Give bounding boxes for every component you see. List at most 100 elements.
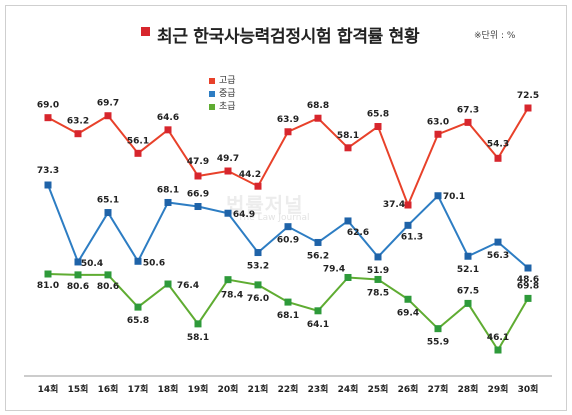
legend-item-basic: 초급 [209, 101, 236, 113]
data-label-basic: 69.4 [397, 308, 419, 318]
data-label-intermediate: 62.6 [347, 228, 369, 238]
data-point-advanced [284, 128, 292, 136]
data-point-advanced [434, 130, 442, 138]
data-label-basic: 79.4 [323, 264, 345, 274]
data-point-basic [314, 307, 322, 315]
x-tick-label: 21회 [248, 383, 269, 395]
data-label-advanced: 63.9 [277, 115, 299, 125]
data-label-basic: 78.4 [221, 291, 243, 301]
data-label-basic: 76.4 [177, 281, 199, 291]
data-point-advanced [374, 123, 382, 131]
data-point-advanced [104, 112, 112, 120]
data-label-intermediate: 64.9 [233, 210, 255, 220]
data-point-intermediate [224, 209, 232, 217]
data-label-advanced: 63.0 [427, 117, 449, 127]
x-tick-label: 24회 [338, 383, 359, 395]
data-label-intermediate: 70.1 [443, 192, 465, 202]
data-point-intermediate [134, 257, 142, 265]
x-tick-label: 23회 [308, 383, 329, 395]
legend-item-intermediate: 중급 [209, 88, 236, 100]
x-tick-label: 18회 [158, 383, 179, 395]
data-label-advanced: 68.8 [307, 101, 329, 111]
data-label-advanced: 58.1 [337, 131, 359, 141]
data-point-basic [104, 271, 112, 279]
x-tick-label: 26회 [398, 383, 419, 395]
data-point-advanced [314, 114, 322, 122]
data-point-basic [344, 273, 352, 281]
data-label-basic: 67.5 [457, 286, 479, 296]
data-label-advanced: 44.2 [239, 170, 261, 180]
data-point-advanced [194, 172, 202, 180]
data-point-intermediate [254, 249, 262, 257]
data-point-advanced [254, 182, 262, 190]
data-label-basic: 55.9 [427, 338, 449, 348]
data-label-basic: 58.1 [187, 333, 209, 343]
data-label-basic: 80.6 [97, 282, 119, 292]
x-tick-label: 22회 [278, 383, 299, 395]
data-point-intermediate [434, 192, 442, 200]
data-label-advanced: 64.6 [157, 113, 179, 123]
data-point-basic [254, 281, 262, 289]
data-point-advanced [44, 114, 52, 122]
data-label-advanced: 67.3 [457, 105, 479, 115]
data-label-basic: 76.0 [247, 294, 269, 304]
data-point-intermediate [74, 258, 82, 266]
data-label-intermediate: 53.2 [247, 262, 269, 272]
data-label-advanced: 69.7 [97, 99, 119, 109]
data-label-intermediate: 51.9 [367, 266, 389, 276]
watermark-subtitle: The Law Journal [238, 213, 310, 223]
x-tick-label: 15회 [68, 383, 89, 395]
data-point-advanced [494, 154, 502, 162]
data-point-basic [284, 298, 292, 306]
data-point-basic [524, 294, 532, 302]
data-label-advanced: 37.4 [383, 200, 405, 210]
data-point-intermediate [464, 252, 472, 260]
data-label-basic: 65.8 [127, 316, 149, 326]
legend-item-advanced: 고급 [209, 75, 236, 87]
data-point-advanced [404, 201, 412, 209]
data-label-advanced: 56.1 [127, 136, 149, 146]
x-tick-label: 28회 [458, 383, 479, 395]
data-label-intermediate: 52.1 [457, 265, 479, 275]
data-point-basic [494, 346, 502, 354]
data-label-advanced: 54.3 [487, 139, 509, 149]
data-label-intermediate: 48.6 [517, 275, 539, 285]
data-point-intermediate [194, 203, 202, 211]
data-label-advanced: 63.2 [67, 117, 89, 127]
data-point-advanced [344, 144, 352, 152]
data-point-intermediate [164, 198, 172, 206]
legend-label-intermediate: 중급 [219, 89, 236, 99]
data-label-basic: 78.5 [367, 288, 389, 298]
legend-marker-advanced [209, 77, 215, 84]
data-label-intermediate: 56.2 [307, 251, 329, 261]
data-label-basic: 69.8 [517, 281, 539, 291]
data-point-basic [464, 299, 472, 307]
data-point-intermediate [314, 238, 322, 246]
data-label-basic: 46.1 [487, 333, 509, 343]
data-point-basic [74, 271, 82, 279]
data-label-intermediate: 73.3 [37, 166, 59, 176]
x-tick-label: 30회 [518, 383, 539, 395]
data-point-intermediate [404, 221, 412, 229]
legend-marker-intermediate [209, 90, 215, 97]
title-marker [141, 27, 150, 36]
x-tick-label: 17회 [128, 383, 149, 395]
data-point-basic [164, 280, 172, 288]
data-label-advanced: 47.9 [187, 157, 209, 167]
chart-title: 최근 한국사능력검정시험 합격률 현황 [157, 27, 420, 47]
x-tick-label: 19회 [188, 383, 209, 395]
data-point-advanced [74, 130, 82, 138]
data-point-basic [134, 303, 142, 311]
data-label-intermediate: 66.9 [187, 190, 209, 200]
data-label-intermediate: 65.1 [97, 196, 119, 206]
data-label-intermediate: 50.4 [81, 259, 103, 269]
x-tick-label: 29회 [488, 383, 509, 395]
data-label-intermediate: 68.1 [157, 185, 179, 195]
data-point-advanced [524, 104, 532, 112]
x-tick-label: 25회 [368, 383, 389, 395]
data-point-advanced [134, 149, 142, 157]
data-point-intermediate [494, 238, 502, 246]
data-label-advanced: 65.8 [367, 110, 389, 120]
data-label-advanced: 72.5 [517, 91, 539, 101]
